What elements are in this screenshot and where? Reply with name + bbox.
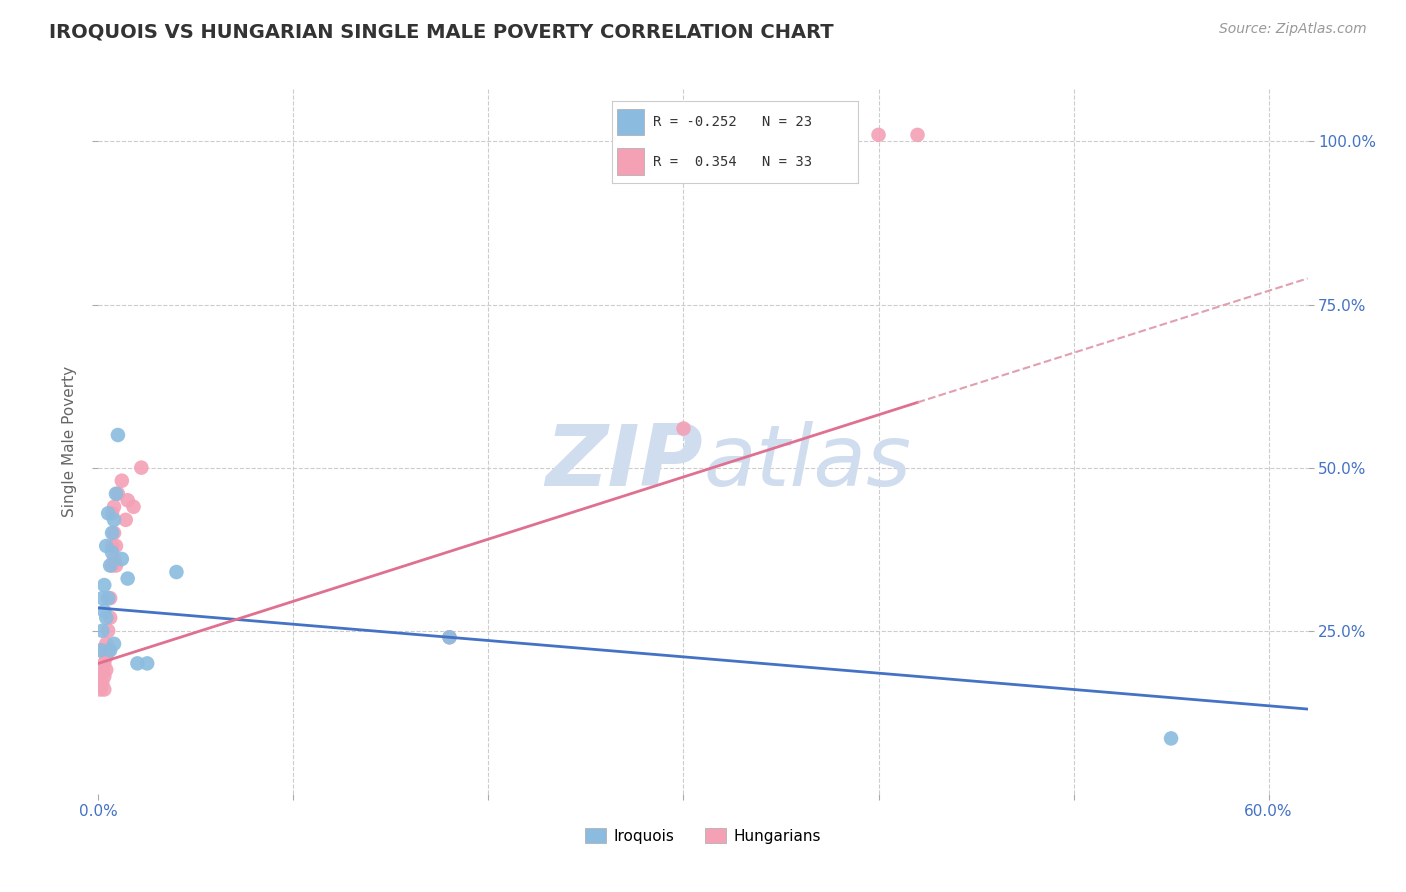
Point [107, 428, 129, 442]
Point [104, 487, 127, 501]
Point [93, 669, 115, 683]
Point [107, 487, 129, 501]
Point [96, 539, 118, 553]
Point [103, 552, 125, 566]
Point [96, 611, 118, 625]
Text: Source: ZipAtlas.com: Source: ZipAtlas.com [1219, 22, 1367, 37]
Point [114, 513, 136, 527]
Point [91, 663, 114, 677]
Point [103, 500, 125, 514]
Text: atlas: atlas [703, 421, 911, 504]
Point [104, 539, 127, 553]
Point [93, 657, 115, 671]
Point [93, 643, 115, 657]
Point [97, 624, 120, 638]
Point [89, 669, 111, 683]
Point [98, 591, 121, 606]
Text: ZIP: ZIP [546, 421, 703, 504]
Text: R =  0.354   N = 33: R = 0.354 N = 33 [654, 154, 813, 169]
Point [103, 513, 125, 527]
Point [907, 128, 929, 142]
Point [91, 676, 114, 690]
Point [91, 591, 114, 606]
Point [97, 643, 120, 657]
Point [97, 591, 120, 606]
Point [1160, 731, 1182, 746]
Text: IROQUOIS VS HUNGARIAN SINGLE MALE POVERTY CORRELATION CHART: IROQUOIS VS HUNGARIAN SINGLE MALE POVERT… [49, 22, 834, 41]
Point [98, 643, 121, 657]
Point [98, 611, 121, 625]
Point [91, 624, 114, 638]
Point [101, 539, 124, 553]
Point [89, 682, 111, 697]
Point [117, 572, 139, 586]
Point [439, 630, 461, 644]
Point [89, 643, 111, 657]
Point [98, 558, 121, 573]
Bar [617, 109, 644, 136]
Point [127, 657, 149, 671]
Point [103, 525, 125, 540]
Point [101, 525, 124, 540]
Point [93, 604, 115, 618]
Point [136, 657, 159, 671]
Point [101, 558, 124, 573]
Point [93, 578, 115, 592]
Point [131, 460, 153, 475]
Point [96, 663, 118, 677]
Point [97, 506, 120, 520]
Point [96, 649, 118, 664]
Point [111, 474, 134, 488]
Point [103, 637, 125, 651]
Point [672, 421, 695, 435]
Point [868, 128, 890, 142]
Point [165, 565, 187, 579]
Text: R = -0.252   N = 23: R = -0.252 N = 23 [654, 115, 813, 129]
Point [101, 506, 124, 520]
Point [111, 552, 134, 566]
Point [101, 545, 124, 559]
Point [104, 558, 127, 573]
Legend: Iroquois, Hungarians: Iroquois, Hungarians [578, 822, 828, 850]
Point [122, 500, 145, 514]
Y-axis label: Single Male Poverty: Single Male Poverty [62, 366, 77, 517]
Point [117, 493, 139, 508]
Point [96, 637, 118, 651]
Bar [617, 148, 644, 175]
Point [439, 630, 461, 644]
Point [93, 682, 115, 697]
